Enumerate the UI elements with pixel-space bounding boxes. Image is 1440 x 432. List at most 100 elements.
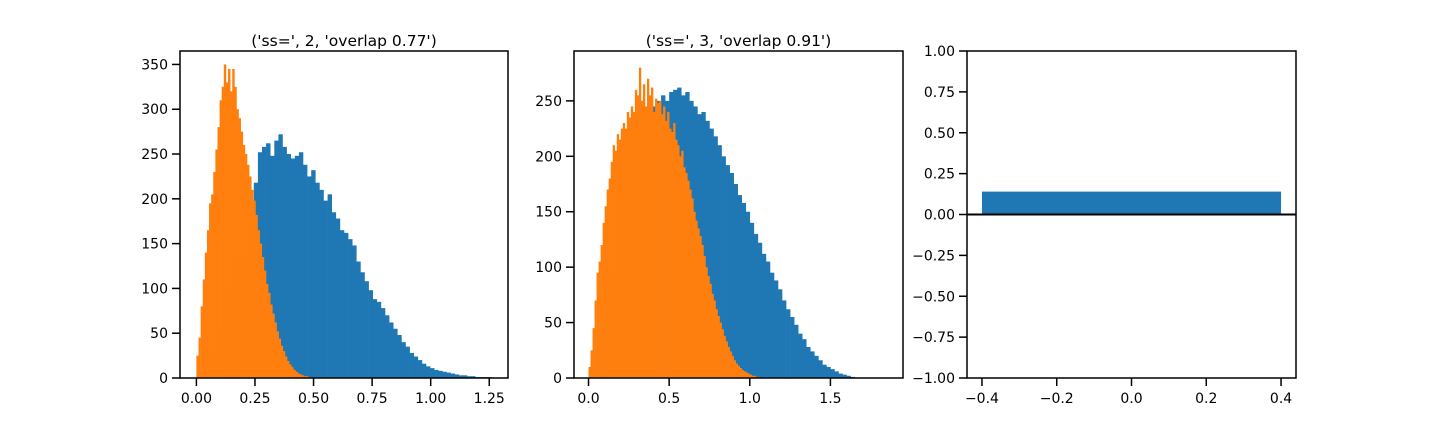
y-tick-label: 100 [535, 260, 562, 276]
histogram-bar [733, 360, 736, 378]
histogram-bar [198, 337, 201, 378]
histogram-bar [687, 180, 690, 378]
y-tick-label: 150 [535, 205, 562, 221]
histogram-bar [790, 317, 795, 378]
histogram-bar [610, 161, 614, 378]
histogram-bar [467, 376, 472, 378]
histogram-bar [446, 372, 451, 378]
histogram-bar [669, 128, 672, 378]
histogram-bar [711, 293, 714, 378]
x-tick-label: 0.5 [658, 391, 680, 407]
histogram-bar [417, 360, 423, 378]
histogram-bar [707, 276, 710, 378]
histogram-bar [651, 87, 654, 378]
histogram-bar [290, 158, 296, 378]
histogram-bar [810, 351, 815, 378]
histogram-bar [315, 182, 320, 378]
histogram-bar [356, 261, 361, 378]
x-tick-label: 0.0 [577, 391, 599, 407]
histogram-bar [434, 369, 439, 378]
x-tick-label: 0.4 [1270, 391, 1292, 407]
histogram-bar [372, 299, 378, 378]
y-tick-label: 150 [141, 237, 168, 253]
bar [981, 191, 1282, 215]
histogram-bar [223, 64, 227, 378]
histogram-bar [221, 86, 225, 378]
histogram-bar [344, 232, 349, 378]
histogram-bar [604, 206, 607, 378]
histogram-bar [616, 134, 620, 378]
bar-panel: −0.4 −0.2 0.0 0.2 0.4 −1.00 −0.75 −0.50 −0.25 0.0… [912, 44, 1297, 407]
x-tick-label: 1.0 [739, 391, 761, 407]
histogram-bar [257, 230, 260, 378]
histogram-bar [307, 176, 312, 378]
histogram-bar [458, 375, 464, 378]
histogram-bar [331, 212, 337, 378]
x-tick-label: 0.25 [239, 391, 270, 407]
histogram-bar [628, 117, 632, 378]
histogram-bar [693, 211, 696, 378]
histogram-bar [703, 256, 706, 378]
histogram-bar [278, 134, 283, 378]
histogram-bar [782, 300, 787, 378]
histogram-bar [262, 146, 267, 378]
histogram-bar [240, 131, 244, 378]
histogram-bar [677, 145, 680, 378]
histogram-bar [606, 189, 609, 378]
histogram-bar [217, 127, 220, 379]
histogram-bar [636, 95, 640, 378]
histogram-bar [713, 300, 716, 378]
histogram-bar [739, 368, 743, 378]
y-tick-label: 0.75 [924, 85, 955, 101]
histogram-bar [594, 300, 597, 378]
histogram-bar [225, 82, 229, 379]
y-tick-label: −0.25 [912, 248, 955, 264]
histogram-bar [295, 371, 298, 378]
histogram-bar [747, 373, 751, 378]
histogram-bar [769, 272, 775, 378]
histogram-bar [249, 176, 252, 378]
histogram-bar [717, 315, 720, 378]
histogram-bar [215, 149, 218, 378]
histogram-bar [266, 143, 271, 378]
histogram-bar [798, 333, 803, 378]
histogram-bar [765, 261, 771, 378]
histogram-bar [773, 280, 779, 378]
histogram-bar [681, 150, 684, 378]
histogram-bar [745, 372, 749, 378]
histogram-bar [701, 244, 704, 378]
histogram-bar [749, 222, 755, 378]
y-tick-label: 200 [535, 149, 562, 165]
histogram-bar [360, 272, 365, 378]
y-tick-label: 100 [141, 281, 168, 297]
x-tick-label: 1.5 [819, 391, 841, 407]
histogram-bar [291, 367, 294, 378]
histogram-bar [761, 253, 767, 378]
histogram-bar [228, 68, 231, 379]
histogram-bar [393, 328, 398, 378]
histogram-bar [721, 329, 724, 378]
histogram-bar [376, 301, 382, 378]
histogram-bar [238, 118, 241, 378]
histogram-bar [590, 350, 593, 378]
histogram-bar [294, 155, 300, 378]
x-tick-label: −0.4 [965, 391, 999, 407]
histogram-bar [263, 270, 267, 378]
histogram-bar [679, 156, 682, 378]
histogram-bar [751, 375, 755, 378]
y-tick-label: 0.50 [924, 126, 955, 142]
histogram-panel-1: 0.00 0.25 0.50 0.75 1.00 1.25 0 50 100 150 200 250 3… [141, 32, 509, 407]
histogram-bar [270, 304, 273, 378]
histogram-bar [689, 189, 692, 378]
histogram-bar [352, 245, 357, 378]
x-tick-label: 0.75 [357, 391, 388, 407]
histogram-bar [276, 331, 279, 378]
histogram-bar [259, 243, 263, 378]
histogram-bar [659, 100, 662, 378]
histogram-bar [287, 360, 290, 378]
histogram-bar [232, 68, 235, 379]
histogram-bar [749, 374, 753, 378]
histogram-bar [735, 363, 738, 378]
histogram-bar [284, 356, 288, 378]
histogram-bar [846, 375, 851, 378]
